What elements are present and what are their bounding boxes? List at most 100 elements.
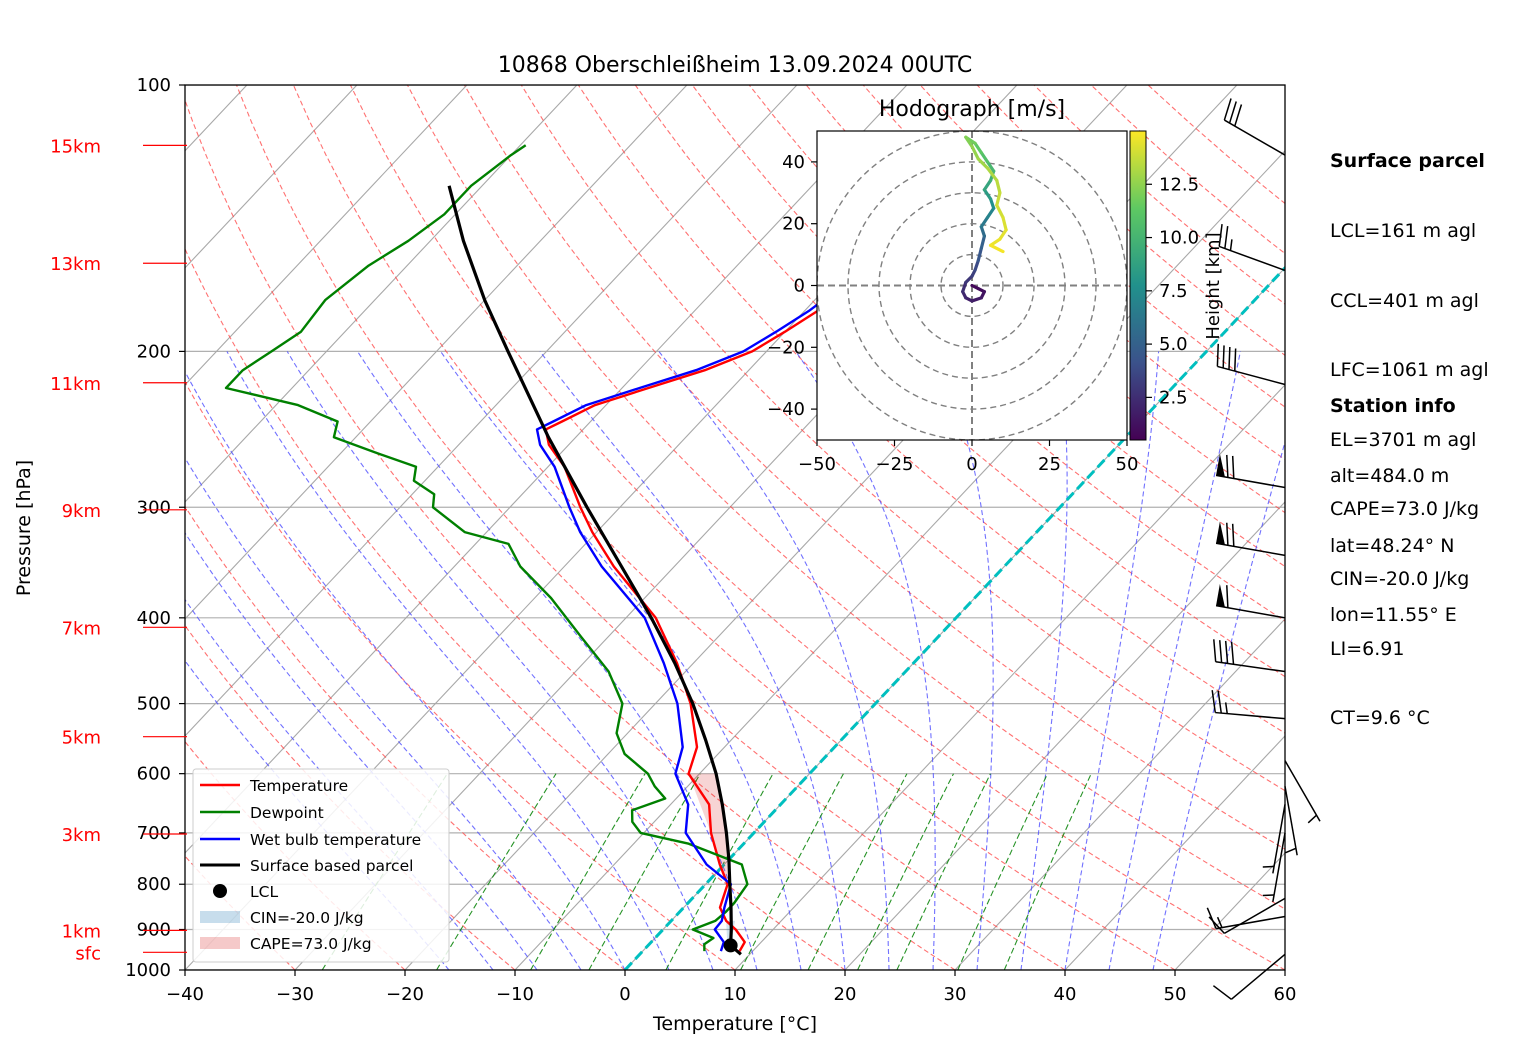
y-tick-label: 100 [137, 75, 171, 96]
barb-full [1211, 690, 1217, 713]
colorbar-label: Height [km] [1203, 232, 1224, 339]
barb-full [1206, 907, 1217, 929]
y-tick-label: 600 [137, 764, 171, 785]
moist-adiabat [440, 351, 802, 970]
station-line: alt=484.0 m [1330, 465, 1450, 488]
station-line: lon=11.55° E [1330, 604, 1457, 627]
hodograph-y-tick-label: 20 [782, 214, 805, 235]
hodograph-segment [979, 151, 990, 164]
hodograph-segment [982, 178, 993, 192]
barb-shaft [1215, 542, 1286, 557]
hodograph-segment [995, 178, 1002, 195]
barb-half [1307, 814, 1318, 824]
barb-full [1212, 985, 1232, 1000]
hodograph-segment [973, 141, 983, 155]
barb-shaft [1215, 711, 1286, 720]
mixing-ratio-line [588, 773, 701, 970]
legend-label: CIN=-20.0 J/kg [250, 909, 364, 927]
barb-shaft [1215, 604, 1286, 619]
surface-line: EL=3701 m agl [1330, 428, 1477, 451]
mixing-ratio-line [896, 773, 991, 970]
x-tick-label: −30 [276, 984, 314, 1005]
wind-barb [1215, 521, 1286, 557]
y-tick-label: 800 [137, 874, 171, 895]
wind-barb [1215, 453, 1286, 489]
barb-shaft [1215, 915, 1286, 930]
barb-full [1234, 348, 1237, 372]
colorbar-tick-label: 7.5 [1159, 281, 1188, 302]
lcl-marker [723, 938, 738, 953]
barb-shaft [1218, 245, 1286, 272]
isotherm [185, 85, 688, 620]
barb-full [1213, 639, 1217, 662]
x-tick-label: 40 [1054, 984, 1077, 1005]
barb-full [1218, 640, 1223, 663]
dry-adiabat [185, 624, 516, 970]
dry-adiabat [185, 98, 956, 970]
mixing-ratio-line [957, 773, 1048, 970]
barb-flag [1216, 453, 1225, 477]
moist-adiabat [226, 351, 670, 970]
height-label: 3km [62, 825, 101, 846]
wind-barb [1218, 224, 1286, 272]
hodograph-segment [979, 234, 987, 251]
barb-full [1230, 641, 1235, 665]
hodograph-segment [976, 157, 990, 170]
barb-full [1231, 523, 1235, 547]
dry-adiabat [235, 85, 1066, 970]
x-tick-label: 10 [724, 984, 747, 1005]
y-tick-label: 500 [137, 694, 171, 715]
hodograph-segment [973, 259, 980, 272]
info-panel: Surface parcel LCL=161 m agl CCL=401 m a… [1330, 104, 1489, 754]
dry-adiabat [185, 380, 736, 970]
colorbar-tick-label: 12.5 [1159, 174, 1199, 195]
hodograph-segment [982, 188, 993, 201]
height-label: 1km [62, 921, 101, 942]
mixing-ratio-line [1003, 773, 1092, 970]
y-tick-label: 300 [137, 497, 171, 518]
hodograph-segment [985, 166, 999, 183]
moist-adiabat [1020, 351, 1068, 970]
isotherm [734, 384, 1285, 970]
dry-adiabat [805, 85, 1285, 514]
moist-adiabat [1152, 439, 1285, 970]
isotherm [185, 85, 358, 269]
x-tick-label: 20 [834, 984, 857, 1005]
moist-adiabat [1108, 351, 1241, 970]
barb-full [1218, 224, 1223, 247]
surface-parcel-header: Surface parcel [1330, 150, 1485, 173]
hodograph-y-tick-label: −40 [767, 399, 805, 420]
hodograph-segment [1001, 215, 1008, 232]
axes: −40 −30 −20 −10 0 10 20 30 40 50 60100200300400500… [50, 75, 1296, 1005]
mixing-ratio-line [807, 773, 908, 970]
barb-shaft [1272, 804, 1286, 874]
barb-shaft [1272, 832, 1286, 902]
mixing-ratio-line [530, 773, 646, 970]
dry-adiabat [185, 247, 846, 970]
hodograph-y-tick-label: 0 [794, 276, 805, 297]
isotherm [1064, 735, 1285, 970]
barb-shaft [1284, 760, 1321, 822]
colorbar-tick-label: 5.0 [1159, 334, 1188, 355]
barb-shaft [1230, 953, 1286, 1000]
legend-label: Dewpoint [250, 804, 324, 822]
hodograph-y-tick-label: 40 [782, 152, 805, 173]
height-label: 7km [62, 618, 101, 639]
y-tick-label: 1000 [125, 960, 171, 981]
hodograph-segment [985, 160, 996, 173]
x-tick-label: 50 [1164, 984, 1187, 1005]
moist-adiabat [185, 370, 626, 970]
dry-adiabat [862, 85, 1285, 461]
y-tick-label: 200 [137, 341, 171, 362]
hodograph-x-tick-label: 25 [1038, 454, 1061, 475]
surface-line: CAPE=73.0 J/kg [1330, 498, 1480, 521]
barb-half [1224, 702, 1228, 714]
x-tick-label: 60 [1274, 984, 1297, 1005]
barb-full [1222, 345, 1225, 368]
x-tick-label: −20 [386, 984, 424, 1005]
barb-flag [1216, 521, 1225, 545]
barb-flag [1216, 584, 1225, 608]
mixing-ratio-line [740, 773, 844, 970]
hodograph-segment [988, 237, 1002, 247]
